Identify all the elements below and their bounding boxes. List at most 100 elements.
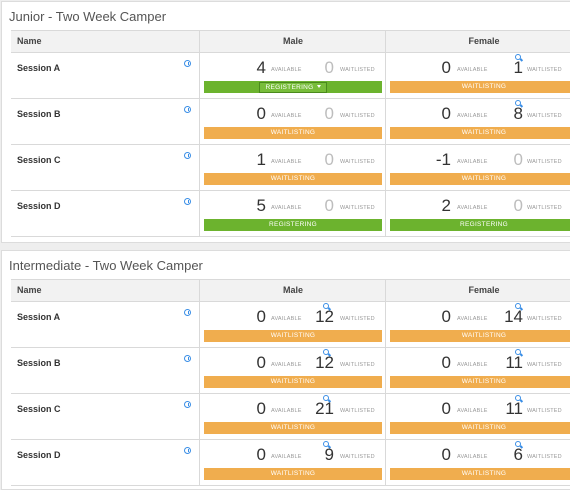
status-bar: WAITLISTING xyxy=(204,376,382,388)
session-name: Session B xyxy=(17,109,61,119)
search-icon[interactable] xyxy=(515,54,521,60)
search-icon[interactable] xyxy=(323,303,329,309)
info-icon[interactable] xyxy=(184,309,191,316)
waitlisted-count: 11 xyxy=(505,353,523,372)
info-icon[interactable] xyxy=(184,447,191,454)
session-name: Session C xyxy=(17,404,61,414)
waitlisted-count: 0 xyxy=(513,196,523,215)
status-bar: REGISTERING xyxy=(390,219,570,231)
search-icon[interactable] xyxy=(323,395,329,401)
status-bar: WAITLISTING xyxy=(390,468,570,480)
status-label: WAITLISTING xyxy=(461,470,507,477)
status-label: REGISTERING xyxy=(268,221,318,228)
column-header-female: Female xyxy=(385,280,570,301)
session-table: Name Male Female Session A 0 AVAILABLE 12 WAITL… xyxy=(11,279,570,486)
waitlisted-count: 0 xyxy=(324,104,334,123)
session-name: Session D xyxy=(17,450,61,460)
male-cell: 0 AVAILABLE 9 WAITLISTED WAITLISTING xyxy=(199,440,386,485)
status-bar: WAITLISTING xyxy=(390,422,570,434)
search-icon[interactable] xyxy=(515,303,521,309)
waitlisted-count: 9 xyxy=(324,445,334,464)
waitlisted-count: 0 xyxy=(513,150,523,169)
search-icon[interactable] xyxy=(515,349,521,355)
registering-dropdown-button[interactable]: REGISTERING xyxy=(259,81,327,93)
available-count: 5 xyxy=(256,196,266,215)
waitlisted-label: WAITLISTED xyxy=(527,205,562,211)
status-label: WAITLISTING xyxy=(461,378,507,385)
waitlisted-count: 12 xyxy=(315,353,334,372)
available-count: 0 xyxy=(441,353,451,372)
status-label: WAITLISTING xyxy=(461,332,507,339)
info-icon[interactable] xyxy=(184,355,191,362)
info-icon[interactable] xyxy=(184,106,191,113)
search-icon[interactable] xyxy=(323,441,329,447)
waitlisted-count: 6 xyxy=(513,445,523,464)
waitlisted-label: WAITLISTED xyxy=(340,454,375,460)
info-icon[interactable] xyxy=(184,401,191,408)
status-bar: WAITLISTING xyxy=(390,330,570,342)
waitlisted-count: 8 xyxy=(513,104,523,123)
waitlisted-label: WAITLISTED xyxy=(527,159,562,165)
table-row: Session A 0 AVAILABLE 12 WAITLISTED WAITLISTI… xyxy=(11,302,570,348)
status-bar: WAITLISTING xyxy=(204,468,382,480)
info-icon[interactable] xyxy=(184,152,191,159)
available-count: 0 xyxy=(256,307,266,326)
status-bar[interactable]: REGISTERING xyxy=(204,81,382,93)
waitlisted-count: 21 xyxy=(315,399,334,418)
available-label: AVAILABLE xyxy=(271,205,302,211)
column-header-female: Female xyxy=(385,31,570,52)
waitlisted-label: WAITLISTED xyxy=(527,316,562,322)
info-icon[interactable] xyxy=(184,198,191,205)
available-label: AVAILABLE xyxy=(271,159,302,165)
waitlisted-label: WAITLISTED xyxy=(340,205,375,211)
available-label: AVAILABLE xyxy=(457,113,488,119)
table-row: Session A 4 AVAILABLE 0 WAITLISTED REGISTERIN… xyxy=(11,53,570,99)
session-name: Session A xyxy=(17,312,61,322)
status-label: WAITLISTING xyxy=(461,424,507,431)
available-count: 0 xyxy=(256,445,266,464)
search-icon[interactable] xyxy=(515,100,521,106)
table-row: Session B 0 AVAILABLE 0 WAITLISTED WAITLISTIN… xyxy=(11,99,570,145)
table-header: Name Male Female xyxy=(11,31,570,53)
waitlisted-label: WAITLISTED xyxy=(340,67,375,73)
status-label: WAITLISTING xyxy=(461,175,507,182)
status-label: WAITLISTING xyxy=(461,83,507,90)
male-cell: 4 AVAILABLE 0 WAITLISTED REGISTERING xyxy=(199,53,386,98)
available-count: 0 xyxy=(441,307,451,326)
panel-title: Junior - Two Week Camper xyxy=(9,9,167,24)
table-row: Session B 0 AVAILABLE 12 WAITLISTED WAITLISTI… xyxy=(11,348,570,394)
available-count: 0 xyxy=(256,353,266,372)
available-count: 0 xyxy=(441,104,451,123)
status-label: WAITLISTING xyxy=(270,332,316,339)
search-icon[interactable] xyxy=(323,349,329,355)
available-label: AVAILABLE xyxy=(271,113,302,119)
status-bar: WAITLISTING xyxy=(204,422,382,434)
available-label: AVAILABLE xyxy=(457,159,488,165)
available-count: 4 xyxy=(256,58,266,77)
session-name: Session A xyxy=(17,63,61,73)
status-bar: WAITLISTING xyxy=(204,127,382,139)
available-count: 0 xyxy=(441,445,451,464)
waitlisted-count: 0 xyxy=(324,58,334,77)
junior-panel: Junior - Two Week Camper Name Male Female S… xyxy=(1,1,570,243)
available-count: 0 xyxy=(256,104,266,123)
waitlisted-label: WAITLISTED xyxy=(527,408,562,414)
female-cell: 0 AVAILABLE 14 WAITLISTED WAITLISTING xyxy=(385,302,570,347)
available-label: AVAILABLE xyxy=(271,408,302,414)
search-icon[interactable] xyxy=(515,395,521,401)
session-name: Session D xyxy=(17,201,61,211)
column-header-name: Name xyxy=(17,36,42,46)
table-row: Session D 0 AVAILABLE 9 WAITLISTED WAITLISTIN… xyxy=(11,440,570,486)
info-icon[interactable] xyxy=(184,60,191,67)
available-count: 0 xyxy=(256,399,266,418)
waitlisted-label: WAITLISTED xyxy=(527,67,562,73)
available-label: AVAILABLE xyxy=(457,67,488,73)
status-bar: WAITLISTING xyxy=(390,127,570,139)
male-cell: 0 AVAILABLE 12 WAITLISTED WAITLISTING xyxy=(199,302,386,347)
available-label: AVAILABLE xyxy=(457,205,488,211)
available-label: AVAILABLE xyxy=(457,316,488,322)
status-bar: REGISTERING xyxy=(204,219,382,231)
male-cell: 0 AVAILABLE 12 WAITLISTED WAITLISTING xyxy=(199,348,386,393)
search-icon[interactable] xyxy=(515,441,521,447)
available-label: AVAILABLE xyxy=(457,408,488,414)
